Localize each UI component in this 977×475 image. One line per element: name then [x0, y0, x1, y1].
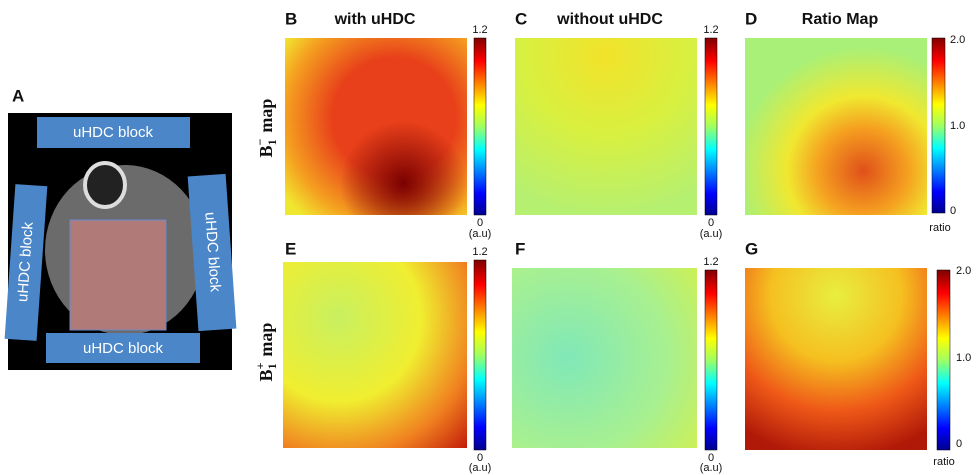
column-title: Ratio Map [802, 11, 879, 28]
colorbar-min: 0 [956, 438, 962, 450]
colorbar-max: 1.2 [703, 256, 718, 268]
heatmap [512, 268, 697, 448]
colorbar-max: 2.0 [956, 265, 971, 277]
colorbar [704, 37, 718, 216]
heatmap [515, 38, 697, 215]
heatmap [283, 262, 467, 448]
colorbar-mid: 1.0 [950, 120, 965, 132]
column-title: with uHDC [334, 11, 416, 28]
heatmap-overlay [285, 38, 467, 215]
colorbar-unit: ratio [929, 222, 950, 234]
panel-letter: F [515, 239, 525, 258]
heatmap [745, 38, 927, 215]
mri-bone [83, 161, 127, 209]
colorbar [931, 37, 946, 214]
row-superscript: + [253, 362, 267, 369]
heatmap [745, 268, 927, 450]
panel-letter: D [745, 9, 757, 28]
row-label: B1− map [253, 99, 279, 158]
colorbar-max: 1.2 [472, 246, 487, 258]
panel-letter: B [285, 9, 297, 28]
panel-letter: G [745, 239, 758, 258]
colorbar [473, 259, 487, 451]
block-label: uHDC block [73, 124, 154, 141]
colorbar-mid: 1.0 [956, 352, 971, 364]
colorbar-max: 2.0 [950, 34, 965, 46]
colorbar-max: 1.2 [703, 24, 718, 36]
panel-letter: A [12, 86, 24, 105]
colorbar-max: 1.2 [472, 24, 487, 36]
block [4, 184, 48, 341]
panel-letter: E [285, 239, 296, 258]
row-label: B1+ map [253, 323, 279, 382]
colorbar [704, 269, 718, 451]
colorbar-min: 0 [708, 217, 714, 229]
colorbar-min: 0 [708, 452, 714, 464]
colorbar [473, 37, 487, 216]
column-title: without uHDC [556, 11, 663, 28]
colorbar-min: 0 [477, 217, 483, 229]
colorbar [936, 269, 951, 451]
row-symbol: B [256, 369, 276, 381]
row-superscript: − [253, 138, 267, 145]
colorbar-unit: ratio [933, 456, 954, 468]
block-label: uHDC block [14, 221, 37, 303]
row-subscript: 1 [265, 363, 279, 369]
roi-square [69, 219, 167, 331]
block-label: uHDC block [201, 211, 224, 293]
row-word: map [256, 99, 276, 133]
colorbar-unit: (a.u) [469, 228, 492, 240]
row-subscript: 1 [265, 139, 279, 145]
colorbar-unit: (a.u) [469, 462, 492, 474]
colorbar-min: 0 [477, 452, 483, 464]
row-symbol: B [256, 145, 276, 157]
block [37, 117, 190, 148]
panel-letter: C [515, 9, 527, 28]
colorbar-unit: (a.u) [700, 228, 723, 240]
colorbar-unit: (a.u) [700, 462, 723, 474]
block [46, 333, 200, 363]
colorbar-min: 0 [950, 205, 956, 217]
row-word: map [256, 323, 276, 357]
block [187, 173, 237, 332]
block-label: uHDC block [83, 340, 164, 357]
